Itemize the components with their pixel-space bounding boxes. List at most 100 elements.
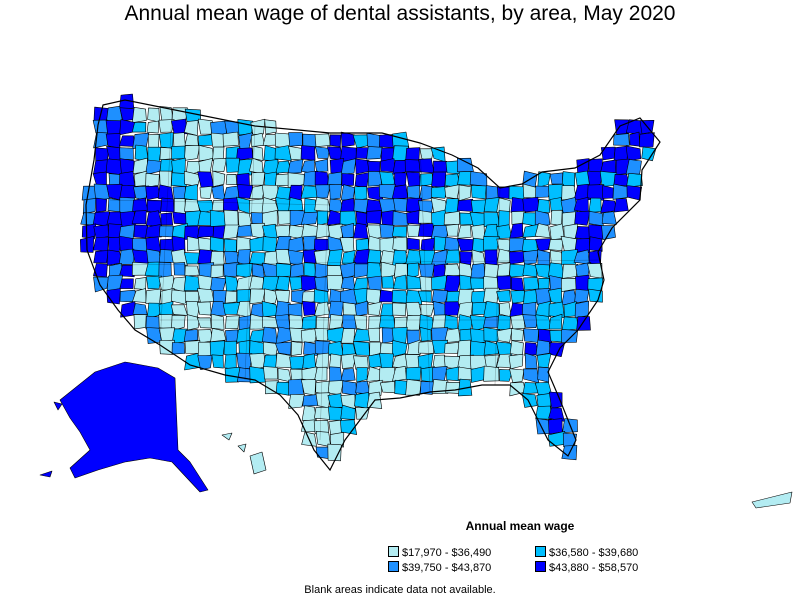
region-area-438 <box>534 263 551 279</box>
region-area-431 <box>443 263 462 277</box>
region-area-571 <box>329 314 345 330</box>
region-area-604 <box>314 328 331 342</box>
region-area-647 <box>457 339 471 357</box>
region-area-437 <box>522 263 538 278</box>
region-area-29 <box>119 135 136 147</box>
region-area-83 <box>625 145 642 162</box>
region-area-145 <box>431 171 447 188</box>
region-area-639 <box>352 341 370 356</box>
region-area-628 <box>209 340 226 357</box>
region-area-713 <box>327 380 344 396</box>
region-hawaii-1 <box>221 432 233 441</box>
legend-item-2: $36,580 - $39,680 <box>535 546 638 559</box>
region-area-202 <box>95 197 107 213</box>
region-area-568 <box>289 314 304 329</box>
region-area-680 <box>508 353 524 370</box>
region-area-610 <box>391 326 408 344</box>
region-area-335 <box>209 236 224 253</box>
region-area-308 <box>391 226 408 238</box>
region-area-445 <box>119 278 134 289</box>
region-area-185 <box>431 186 448 199</box>
region-area-525 <box>186 300 201 318</box>
region-area-664 <box>302 353 317 369</box>
region-area-322 <box>574 226 591 241</box>
region-area-535 <box>314 301 330 317</box>
region-area-46 <box>340 131 356 148</box>
region-area-721 <box>431 379 449 394</box>
region-area-428 <box>407 262 419 280</box>
region-area-191 <box>508 185 526 200</box>
region-area-118 <box>625 159 642 175</box>
region-area-321 <box>563 223 578 239</box>
legend-item-3: $39,750 - $43,870 <box>388 561 491 574</box>
region-area-649 <box>483 340 499 356</box>
region-area-541 <box>392 302 407 316</box>
region-area-435 <box>496 262 511 278</box>
region-area-577 <box>405 315 421 332</box>
region-area-45 <box>329 134 342 148</box>
region-area-600 <box>261 326 278 344</box>
region-area-253 <box>209 209 226 227</box>
state-border-line-3 <box>319 132 331 441</box>
region-area-354 <box>456 238 474 252</box>
region-area-284 <box>81 223 97 240</box>
region-area-108 <box>392 160 409 175</box>
region-area-49 <box>379 134 395 148</box>
region-area-562 <box>211 313 225 330</box>
region-area-137 <box>327 171 342 187</box>
region-area-34 <box>184 133 199 147</box>
region-area-62 <box>198 145 215 161</box>
region-area-312 <box>445 223 459 237</box>
region-area-243 <box>80 212 96 226</box>
region-area-506 <box>417 290 432 303</box>
region-area-495 <box>274 290 290 305</box>
region-area-589 <box>561 316 579 331</box>
region-area-302 <box>315 223 331 239</box>
region-area-313 <box>457 224 472 239</box>
region-area-584 <box>497 314 511 331</box>
region-area-376 <box>237 249 251 266</box>
region-area-706 <box>523 368 540 384</box>
region-area-739 <box>327 406 343 421</box>
region-area-526 <box>197 301 212 316</box>
region-area-130 <box>236 173 250 187</box>
region-area-258 <box>277 210 292 225</box>
region-area-665 <box>314 352 330 370</box>
region-area-275 <box>497 210 510 228</box>
region-area-295 <box>222 224 240 240</box>
region-area-58 <box>147 146 162 162</box>
region-area-224 <box>378 198 397 214</box>
region-area-142 <box>393 172 407 187</box>
region-area-175 <box>300 185 318 199</box>
region-area-78 <box>405 147 421 161</box>
region-area-289 <box>145 224 162 238</box>
region-area-552 <box>534 300 552 318</box>
region-area-235 <box>522 196 540 213</box>
region-area-667 <box>340 353 357 369</box>
region-area-757 <box>327 443 342 462</box>
region-area-485 <box>145 288 162 304</box>
region-area-737 <box>301 405 317 422</box>
region-area-679 <box>496 353 512 368</box>
region-area-651 <box>509 340 524 356</box>
region-area-66 <box>252 145 264 161</box>
state-border-line-2 <box>244 125 256 381</box>
region-area-166 <box>183 184 198 201</box>
region-area-502 <box>366 288 381 305</box>
region-area-507 <box>431 289 449 304</box>
region-area-460 <box>314 276 329 292</box>
region-area-32 <box>159 132 174 149</box>
region-area-443 <box>93 276 110 293</box>
region-area-198 <box>602 185 614 199</box>
region-area-68 <box>274 145 292 161</box>
region-area-199 <box>612 183 630 200</box>
region-area-386 <box>367 249 382 265</box>
region-area-261 <box>316 210 329 226</box>
region-area-60 <box>171 145 186 160</box>
region-area-392 <box>445 249 460 264</box>
region-area-420 <box>303 262 317 278</box>
region-area-282 <box>588 211 604 227</box>
region-area-217 <box>288 197 304 212</box>
region-area-278 <box>534 210 551 227</box>
region-area-720 <box>420 381 435 395</box>
